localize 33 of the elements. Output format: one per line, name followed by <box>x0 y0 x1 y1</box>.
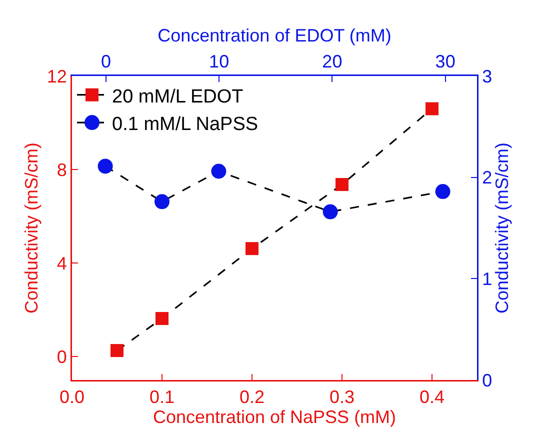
point <box>246 242 258 256</box>
point <box>435 184 450 200</box>
y2-axis-title: Conductivity (mS/cm) <box>492 142 512 314</box>
y2-tick-label: 3 <box>482 66 492 86</box>
y-tick-label: 12 <box>46 66 67 86</box>
legend-label: 20 mM/L EDOT <box>112 86 244 108</box>
point <box>211 164 226 179</box>
x-axis-title: Concentration of NaPSS (mM) <box>152 407 396 428</box>
x-tick-label: 0.2 <box>239 387 265 408</box>
y-tick-label: 4 <box>56 253 67 274</box>
legend-label: 0.1 mM/L NaPSS <box>112 114 258 135</box>
y-tick-label: 0 <box>56 346 67 367</box>
point <box>322 204 338 220</box>
y2-tick-label: 1 <box>482 268 492 289</box>
point <box>426 102 438 116</box>
point <box>156 312 168 325</box>
x-tick-label: 0.4 <box>419 387 445 408</box>
x2-axis-title: Concentration of EDOT (mM) <box>158 26 392 46</box>
y-axis-title: Conductivity (mS/cm) <box>21 142 42 314</box>
point <box>98 158 113 174</box>
y-tick-label: 8 <box>56 160 67 180</box>
x-tick-label: 0.0 <box>59 387 85 408</box>
x2-tick-label: 0 <box>100 51 111 72</box>
y2-tick-label: 0 <box>482 370 492 390</box>
x2-tick-label: 20 <box>322 51 342 72</box>
point <box>336 178 348 191</box>
x-tick-label: 0.3 <box>329 387 355 408</box>
x-tick-label: 0.1 <box>149 387 175 408</box>
x2-tick-label: 10 <box>209 51 230 72</box>
point <box>154 194 170 210</box>
y2-tick-label: 2 <box>482 168 492 188</box>
point <box>110 344 124 358</box>
x2-tick-label: 30 <box>435 51 456 72</box>
